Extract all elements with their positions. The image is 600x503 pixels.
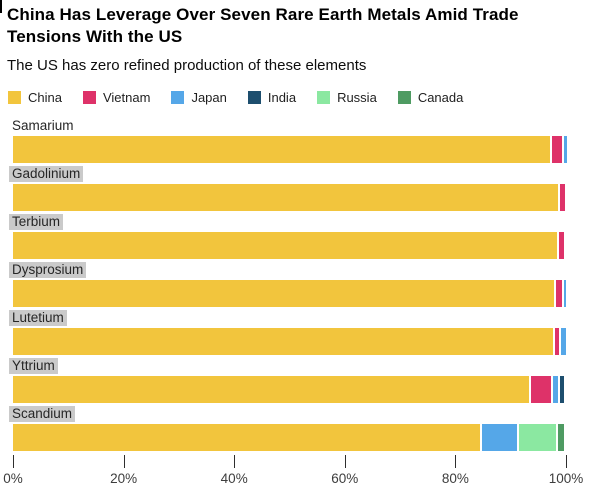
bar-row-terbium: Terbium <box>0 213 600 261</box>
stacked-bar <box>13 184 566 211</box>
legend-item-canada: Canada <box>397 90 464 105</box>
bar-row-samarium: Samarium <box>0 117 600 165</box>
bar-row-gadolinium: Gadolinium <box>0 165 600 213</box>
stacked-bar <box>13 376 566 403</box>
axis-tick-label: 20% <box>110 471 138 486</box>
legend-label: Canada <box>417 90 464 105</box>
bar-segment-japan <box>563 280 567 307</box>
axis-tick <box>566 455 567 468</box>
bar-segment-china <box>13 376 529 403</box>
bar-segment-vietnam <box>559 232 565 259</box>
stacked-bar <box>13 280 567 307</box>
bar-row-lutetium: Lutetium <box>0 309 600 357</box>
legend-label: India <box>267 90 297 105</box>
legend-item-russia: Russia <box>317 90 377 105</box>
bar-segment-japan <box>552 376 558 403</box>
axis-tick-label: 80% <box>441 471 469 486</box>
category-label: Scandium <box>9 406 76 422</box>
bar-segment-vietnam <box>555 328 560 355</box>
legend-item-china: China <box>8 90 62 105</box>
stacked-bar <box>13 328 567 355</box>
axis-tick <box>234 455 236 468</box>
legend-label: Russia <box>337 90 377 105</box>
bar-segment-china <box>13 232 558 259</box>
axis-tick <box>455 455 457 468</box>
legend-swatch-india <box>247 91 261 104</box>
bar-segment-china <box>13 184 558 211</box>
bar-segment-vietnam <box>552 136 562 163</box>
legend-label: Japan <box>191 90 227 105</box>
bar-segment-china <box>13 328 554 355</box>
screen-edge-artifact <box>0 0 2 13</box>
chart-subtitle: The US has zero refined production of th… <box>7 57 367 74</box>
axis-tick <box>344 455 346 468</box>
axis-tick-label: 0% <box>3 471 23 486</box>
bar-rows: Samarium Gadolinium Terbium Dysprosium Lutet… <box>0 117 600 453</box>
axis-tick <box>123 455 125 468</box>
legend-swatch-russia <box>317 91 331 104</box>
stacked-bar <box>13 232 566 259</box>
legend-swatch-canada <box>397 91 411 104</box>
bar-segment-japan <box>482 424 518 451</box>
bar-row-scandium: Scandium <box>0 405 600 453</box>
x-axis: 0% 20% 40% 60% 80% 100% <box>3 453 583 493</box>
legend-label: Vietnam <box>102 90 151 105</box>
bar-segment-india <box>559 376 565 403</box>
bar-segment-vietnam <box>530 376 551 403</box>
category-label: Yttrium <box>9 358 58 374</box>
category-label: Gadolinium <box>9 166 84 182</box>
axis-tick-label: 100% <box>548 471 584 486</box>
legend-swatch-china <box>8 91 21 104</box>
bar-segment-china <box>13 280 555 307</box>
legend-label: China <box>28 90 62 105</box>
legend-swatch-japan <box>171 91 185 104</box>
bar-segment-china <box>13 136 550 163</box>
category-label: Samarium <box>12 118 74 133</box>
bar-segment-japan <box>561 328 567 355</box>
axis-tick-label: 60% <box>331 471 359 486</box>
bar-segment-russia <box>519 424 556 451</box>
bar-row-yttrium: Yttrium <box>0 357 600 405</box>
legend-item-vietnam: Vietnam <box>82 90 151 105</box>
axis-tick-label: 40% <box>220 471 248 486</box>
bar-segment-canada <box>557 424 565 451</box>
legend-swatch-vietnam <box>82 91 96 104</box>
bar-segment-china <box>13 424 481 451</box>
category-label: Terbium <box>9 214 64 230</box>
bar-segment-vietnam <box>559 184 566 211</box>
stacked-bar <box>13 424 566 451</box>
category-label: Dysprosium <box>9 262 87 278</box>
bar-segment-japan <box>564 136 567 163</box>
chart-title: China Has Leverage Over Seven Rare Earth… <box>7 5 519 46</box>
bar-segment-vietnam <box>556 280 562 307</box>
bar-row-dysprosium: Dysprosium <box>0 261 600 309</box>
legend-item-india: India <box>247 90 297 105</box>
axis-tick <box>13 455 14 468</box>
legend: China Vietnam Japan India Russia Canada <box>8 90 600 105</box>
category-label: Lutetium <box>9 310 67 326</box>
legend-item-japan: Japan <box>171 90 227 105</box>
stacked-bar <box>13 136 567 163</box>
